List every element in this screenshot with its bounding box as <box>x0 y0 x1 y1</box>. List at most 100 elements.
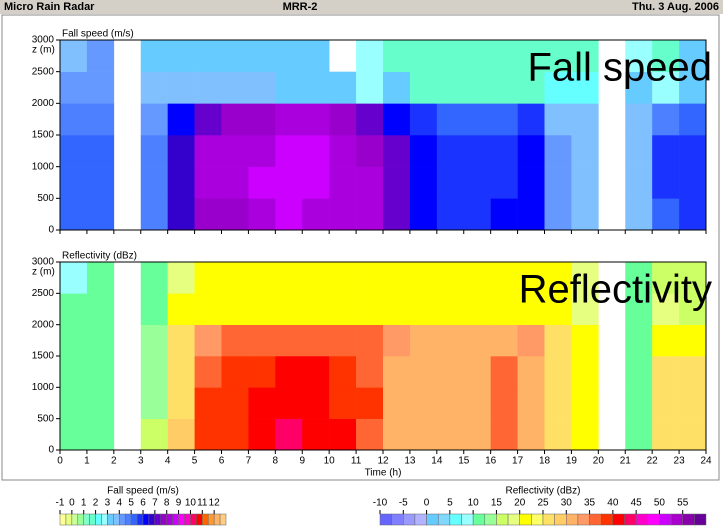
heatmap-cell <box>86 418 115 451</box>
heatmap-cell <box>140 166 168 199</box>
colorbar-cell <box>65 513 73 526</box>
heatmap-cell <box>652 262 680 294</box>
colorbar-tick-label: 0 <box>69 498 75 509</box>
colorbar-tick-label: 25 <box>537 498 549 509</box>
heatmap-cell <box>356 198 384 231</box>
heatmap-cell <box>60 387 88 419</box>
colorbar-label: Fall speed (m/s) <box>107 486 179 497</box>
heatmap-cell <box>679 103 707 136</box>
heatmap-cell <box>383 71 411 104</box>
heatmap-cell <box>436 293 465 325</box>
heatmap-cell <box>544 356 572 388</box>
colorbar-tick-label: 11 <box>197 498 208 509</box>
heatmap-cell <box>571 293 599 325</box>
y-tick-label: 500 <box>37 413 54 424</box>
heatmap-cell <box>248 198 276 231</box>
heatmap-cell <box>329 103 357 136</box>
heatmap-cell <box>383 166 411 199</box>
y-tick-label: 3000 <box>32 35 55 46</box>
heatmap-cell <box>383 356 411 388</box>
colorbar-cell <box>89 513 96 526</box>
heatmap-cell <box>356 387 384 419</box>
heatmap-cell <box>625 293 653 325</box>
heatmap-cell <box>60 71 88 104</box>
colorbar-cell <box>172 513 179 526</box>
heatmap-cell <box>167 40 195 72</box>
heatmap-cell <box>329 356 357 388</box>
heatmap-cell <box>167 103 195 136</box>
heatmap-cell <box>194 198 222 231</box>
heatmap-cell <box>679 71 707 104</box>
heatmap-cell <box>275 293 303 325</box>
heatmap-cell <box>302 135 330 167</box>
heatmap-cell <box>329 418 357 451</box>
heatmap-cell <box>302 324 330 357</box>
heatmap-cell <box>275 40 303 72</box>
heatmap-cell <box>221 356 249 388</box>
colorbar-cell <box>659 513 672 526</box>
heatmap-cell <box>652 103 680 136</box>
colorbar-cell <box>95 513 102 526</box>
colorbar-cell <box>461 513 474 526</box>
colorbar-cell <box>77 513 84 526</box>
colorbar-cell <box>635 513 649 526</box>
x-tick-label: 23 <box>674 456 686 467</box>
y-tick-label: 2000 <box>32 319 55 330</box>
heatmap-cell <box>86 166 115 199</box>
heatmap-cell <box>302 387 330 419</box>
heatmap-cell <box>544 324 572 357</box>
x-tick-label: 12 <box>377 456 389 467</box>
heatmap-cell <box>679 418 707 451</box>
heatmap-cell <box>409 40 438 72</box>
colorbar-tick-label: 20 <box>514 498 526 509</box>
heatmap-cell <box>490 198 518 231</box>
heatmap-cell <box>167 135 195 167</box>
heatmap-cell <box>463 324 491 357</box>
heatmap-cell <box>60 40 88 72</box>
heatmap-cell <box>436 40 465 72</box>
heatmap-cell <box>383 418 411 451</box>
heatmap-cell <box>275 262 303 294</box>
heatmap-cell <box>140 262 168 294</box>
heatmap-cell <box>571 71 599 104</box>
heatmap-cell <box>436 135 465 167</box>
heatmap-cell <box>329 135 357 167</box>
heatmap-cell <box>409 103 438 136</box>
x-tick-label: 22 <box>647 456 659 467</box>
colorbar-tick-label: -1 <box>56 498 65 509</box>
heatmap-cell <box>544 198 572 231</box>
heatmap-cell <box>652 71 680 104</box>
x-tick-label: 6 <box>219 456 225 467</box>
colorbar-cell <box>154 513 162 526</box>
colorbar-cell <box>589 513 602 526</box>
heatmap-cell <box>652 387 680 419</box>
heatmap-cell <box>463 71 491 104</box>
overlay-title: Reflectivity <box>519 268 712 312</box>
heatmap-cell <box>517 293 545 325</box>
colorbar-tick-label: 10 <box>468 498 480 509</box>
heatmap-cell <box>652 293 680 325</box>
header-bar <box>0 0 723 14</box>
colorbar-tick-label: 1 <box>81 498 87 509</box>
heatmap-cell <box>248 166 276 199</box>
heatmap-cell <box>679 262 707 294</box>
heatmap-cell <box>409 166 438 199</box>
colorbar-tick-label: -10 <box>373 498 388 509</box>
heatmap-cell <box>571 198 599 231</box>
heatmap-cell <box>302 198 330 231</box>
heatmap-cell <box>490 262 518 294</box>
heatmap-cell <box>221 293 249 325</box>
heatmap-cell <box>463 387 491 419</box>
colorbar-cell <box>207 513 215 526</box>
heatmap-cell <box>679 387 707 419</box>
heatmap-cell <box>652 198 680 231</box>
heatmap-cell <box>436 324 465 357</box>
heatmap-cell <box>86 387 115 419</box>
heatmap-cell <box>356 71 384 104</box>
colorbar-tick-label: 50 <box>654 498 666 509</box>
heatmap-cell <box>544 418 572 451</box>
heatmap-cell <box>544 166 572 199</box>
heatmap-cell <box>221 387 249 419</box>
heatmap-cell <box>221 324 249 357</box>
